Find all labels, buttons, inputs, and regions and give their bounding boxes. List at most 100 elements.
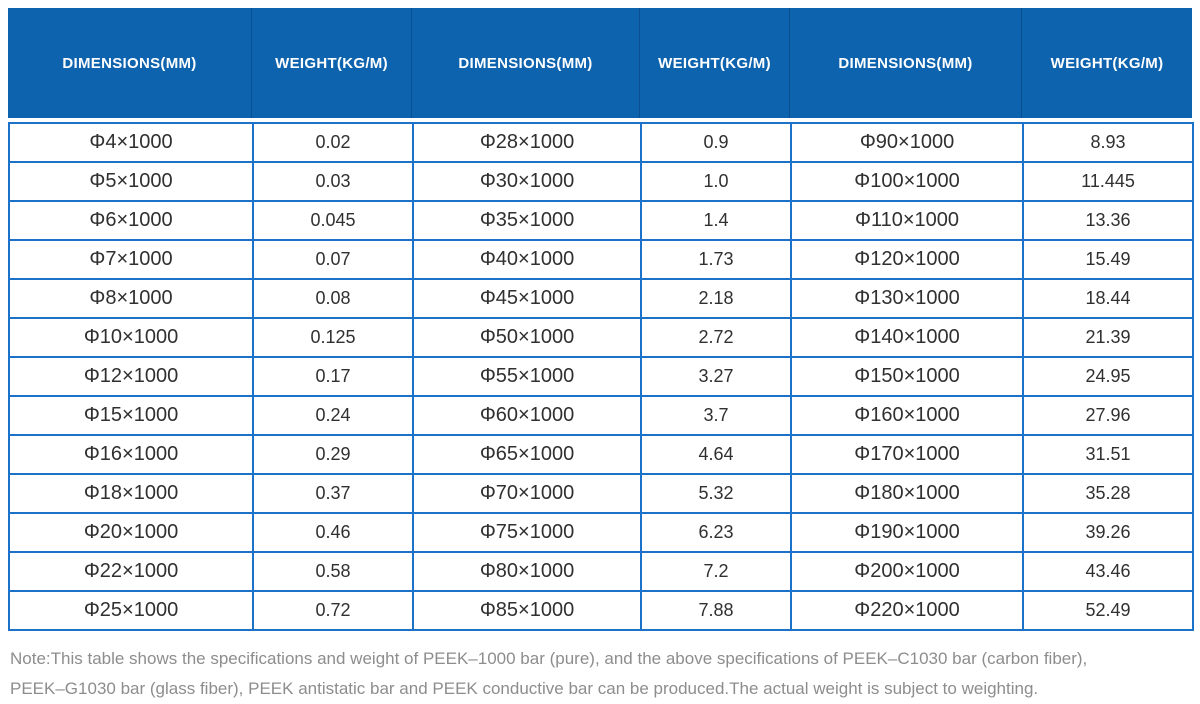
header-weight-1: WEIGHT(KG/M) (252, 8, 412, 118)
weight-cell: 15.49 (1022, 239, 1194, 280)
weight-cell: 0.17 (252, 356, 414, 397)
weight-cell: 0.58 (252, 551, 414, 592)
dimensions-cell: Φ65×1000 (412, 434, 642, 475)
weight-cell: 7.2 (640, 551, 792, 592)
table-row: Φ16×1000 0.29 Φ65×1000 4.64 Φ170×1000 31.51 (8, 434, 1194, 475)
header-dimensions-1: DIMENSIONS(MM) (8, 8, 252, 118)
weight-cell: 5.32 (640, 473, 792, 514)
table-row: Φ6×1000 0.045 Φ35×1000 1.4 Φ110×1000 13.36 (8, 200, 1194, 241)
table-row: Φ20×1000 0.46 Φ75×1000 6.23 Φ190×1000 39.26 (8, 512, 1194, 553)
dimensions-cell: Φ5×1000 (8, 161, 254, 202)
header-dimensions-3: DIMENSIONS(MM) (790, 8, 1022, 118)
spec-table-body: Φ4×1000 0.02 Φ28×1000 0.9 Φ90×1000 8.93 Φ5×100… (8, 122, 1194, 631)
dimensions-cell: Φ120×1000 (790, 239, 1024, 280)
weight-cell: 2.18 (640, 278, 792, 319)
weight-cell: 0.46 (252, 512, 414, 553)
weight-cell: 27.96 (1022, 395, 1194, 436)
dimensions-cell: Φ4×1000 (8, 122, 254, 163)
dimensions-cell: Φ7×1000 (8, 239, 254, 280)
weight-cell: 13.36 (1022, 200, 1194, 241)
dimensions-cell: Φ28×1000 (412, 122, 642, 163)
weight-cell: 1.73 (640, 239, 792, 280)
note-line-1: Note:This table shows the specifications… (10, 649, 1088, 668)
weight-cell: 52.49 (1022, 590, 1194, 631)
dimensions-cell: Φ85×1000 (412, 590, 642, 631)
dimensions-cell: Φ200×1000 (790, 551, 1024, 592)
weight-cell: 6.23 (640, 512, 792, 553)
dimensions-cell: Φ20×1000 (8, 512, 254, 553)
weight-cell: 18.44 (1022, 278, 1194, 319)
dimensions-cell: Φ8×1000 (8, 278, 254, 319)
dimensions-cell: Φ25×1000 (8, 590, 254, 631)
weight-cell: 3.27 (640, 356, 792, 397)
dimensions-cell: Φ75×1000 (412, 512, 642, 553)
weight-cell: 1.4 (640, 200, 792, 241)
dimensions-cell: Φ160×1000 (790, 395, 1024, 436)
dimensions-cell: Φ140×1000 (790, 317, 1024, 358)
weight-cell: 21.39 (1022, 317, 1194, 358)
dimensions-cell: Φ45×1000 (412, 278, 642, 319)
dimensions-cell: Φ10×1000 (8, 317, 254, 358)
dimensions-cell: Φ55×1000 (412, 356, 642, 397)
weight-cell: 35.28 (1022, 473, 1194, 514)
dimensions-cell: Φ50×1000 (412, 317, 642, 358)
weight-cell: 8.93 (1022, 122, 1194, 163)
dimensions-cell: Φ15×1000 (8, 395, 254, 436)
weight-cell: 0.29 (252, 434, 414, 475)
dimensions-cell: Φ220×1000 (790, 590, 1024, 631)
weight-cell: 3.7 (640, 395, 792, 436)
weight-cell: 0.125 (252, 317, 414, 358)
header-weight-3: WEIGHT(KG/M) (1050, 54, 1164, 72)
header-dimensions-2: DIMENSIONS(MM) (412, 8, 640, 118)
weight-cell: 39.26 (1022, 512, 1194, 553)
table-row: Φ25×1000 0.72 Φ85×1000 7.88 Φ220×1000 52.49 (8, 590, 1194, 631)
weight-cell: 4.64 (640, 434, 792, 475)
dimensions-cell: Φ170×1000 (790, 434, 1024, 475)
dimensions-cell: Φ16×1000 (8, 434, 254, 475)
table-row: Φ10×1000 0.125 Φ50×1000 2.72 Φ140×1000 21.39 (8, 317, 1194, 358)
table-row: Φ15×1000 0.24 Φ60×1000 3.7 Φ160×1000 27.96 (8, 395, 1194, 436)
dimensions-cell: Φ40×1000 (412, 239, 642, 280)
dimensions-cell: Φ110×1000 (790, 200, 1024, 241)
note-text: Note:This table shows the specifications… (10, 644, 1188, 704)
weight-cell: 0.24 (252, 395, 414, 436)
table-row: Φ7×1000 0.07 Φ40×1000 1.73 Φ120×1000 15.49 (8, 239, 1194, 280)
weight-cell: 0.37 (252, 473, 414, 514)
table-row: Φ12×1000 0.17 Φ55×1000 3.27 Φ150×1000 24.95 (8, 356, 1194, 397)
dimensions-cell: Φ60×1000 (412, 395, 642, 436)
weight-cell: 0.02 (252, 122, 414, 163)
weight-cell: 0.08 (252, 278, 414, 319)
dimensions-cell: Φ22×1000 (8, 551, 254, 592)
dimensions-cell: Φ130×1000 (790, 278, 1024, 319)
spec-table: Φ4×1000 0.02 Φ28×1000 0.9 Φ90×1000 8.93 Φ5×100… (8, 122, 1194, 631)
dimensions-cell: Φ90×1000 (790, 122, 1024, 163)
table-row: Φ5×1000 0.03 Φ30×1000 1.0 Φ100×1000 11.445 (8, 161, 1194, 202)
weight-cell: 2.72 (640, 317, 792, 358)
header-weight-2: WEIGHT(KG/M) (640, 8, 790, 118)
dimensions-cell: Φ30×1000 (412, 161, 642, 202)
dimensions-cell: Φ190×1000 (790, 512, 1024, 553)
dimensions-cell: Φ100×1000 (790, 161, 1024, 202)
note-line-2: PEEK–G1030 bar (glass fiber), PEEK antis… (10, 679, 1039, 698)
dimensions-cell: Φ70×1000 (412, 473, 642, 514)
table-header-row: DIMENSIONS(MM) WEIGHT(KG/M) DIMENSIONS(M… (8, 8, 1192, 118)
weight-cell: 0.72 (252, 590, 414, 631)
table-row: Φ22×1000 0.58 Φ80×1000 7.2 Φ200×1000 43.46 (8, 551, 1194, 592)
dimensions-cell: Φ6×1000 (8, 200, 254, 241)
table-row: Φ8×1000 0.08 Φ45×1000 2.18 Φ130×1000 18.44 (8, 278, 1194, 319)
weight-cell: 7.88 (640, 590, 792, 631)
weight-cell: 11.445 (1022, 161, 1194, 202)
weight-cell: 1.0 (640, 161, 792, 202)
weight-cell: 0.045 (252, 200, 414, 241)
weight-cell: 0.03 (252, 161, 414, 202)
dimensions-cell: Φ150×1000 (790, 356, 1024, 397)
dimensions-cell: Φ18×1000 (8, 473, 254, 514)
weight-cell: 0.07 (252, 239, 414, 280)
table-row: Φ4×1000 0.02 Φ28×1000 0.9 Φ90×1000 8.93 (8, 122, 1194, 163)
dimensions-cell: Φ35×1000 (412, 200, 642, 241)
weight-cell: 43.46 (1022, 551, 1194, 592)
weight-cell: 31.51 (1022, 434, 1194, 475)
weight-cell: 24.95 (1022, 356, 1194, 397)
dimensions-cell: Φ80×1000 (412, 551, 642, 592)
